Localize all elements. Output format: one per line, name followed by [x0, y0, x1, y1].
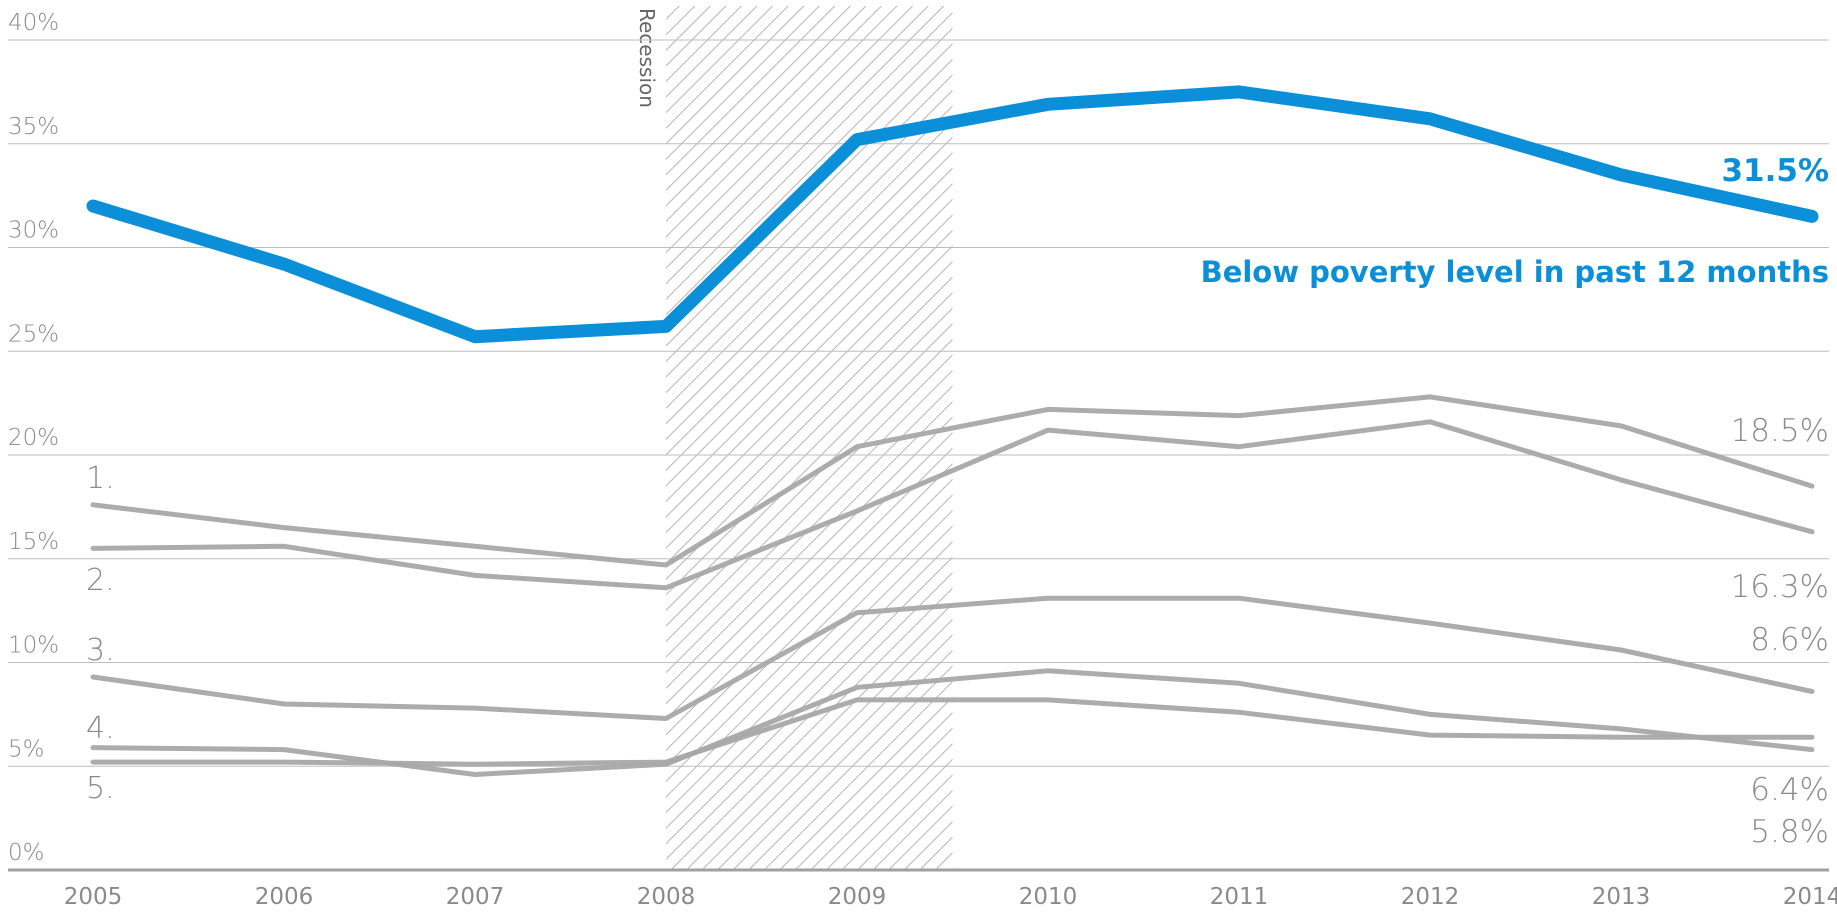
series-line-3 [90, 595, 1815, 721]
y-tick-label: 20% [8, 425, 59, 451]
x-tick-label: 2009 [828, 884, 887, 910]
series-line-1 [90, 394, 1815, 568]
series-end-value: 6.4% [1750, 772, 1829, 808]
highlight-series-name: Below poverty level in past 12 months [1201, 255, 1829, 289]
x-tick-label: 2012 [1401, 884, 1460, 910]
x-tick-label: 2005 [64, 884, 123, 910]
series-end-value: 18.5% [1731, 413, 1829, 449]
series-number-label: 1. [86, 461, 115, 496]
x-tick-label: 2013 [1592, 884, 1651, 910]
series-number-label: 2. [86, 563, 115, 598]
series-number-label: 4. [86, 711, 115, 746]
series-line-highlight [86, 85, 1819, 344]
x-tick-label: 2010 [1019, 884, 1078, 910]
y-tick-label: 10% [8, 633, 59, 659]
y-tick-label: 40% [8, 10, 59, 36]
x-tick-label: 2011 [1210, 884, 1269, 910]
recession-label: Recession [635, 8, 659, 108]
x-tick-label: 2007 [446, 884, 505, 910]
y-tick-label: 15% [8, 529, 59, 555]
y-tick-label: 0% [8, 840, 45, 866]
series-end-value: 16.3% [1731, 569, 1829, 605]
x-tick-label: 2014 [1783, 884, 1837, 910]
series-number-label: 3. [86, 633, 115, 668]
x-tick-label: 2006 [255, 884, 314, 910]
y-tick-label: 25% [8, 321, 59, 347]
series-line-2 [90, 419, 1815, 591]
highlight-end-value: 31.5% [1721, 153, 1829, 189]
series-number-label: 5. [86, 771, 115, 806]
y-tick-label: 5% [8, 736, 45, 762]
series-end-value: 8.6% [1750, 622, 1829, 658]
y-tick-label: 35% [8, 114, 59, 140]
series-line-5 [90, 697, 1815, 767]
y-tick-label: 30% [8, 218, 59, 244]
x-tick-label: 2008 [637, 884, 696, 910]
series-end-value: 5.8% [1750, 814, 1829, 850]
